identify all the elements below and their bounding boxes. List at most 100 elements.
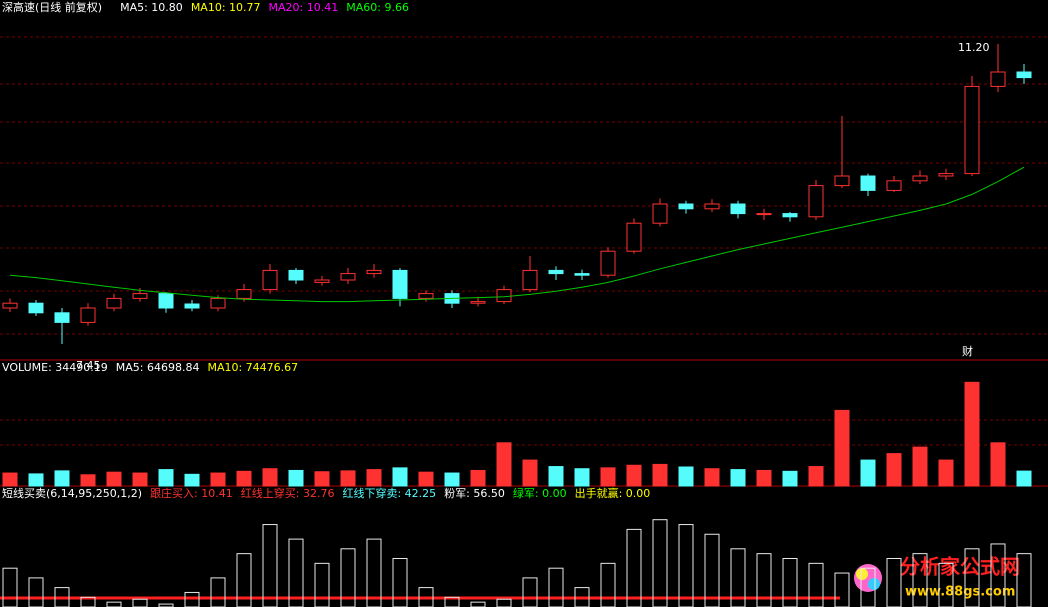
bar: [262, 524, 278, 607]
bar: [2, 567, 18, 607]
indicator-label: 红线上穿买: 32.76: [241, 486, 335, 500]
bar: [340, 470, 356, 487]
candle-body: [600, 250, 616, 276]
indicator-label: 绿军: 0.00: [513, 486, 567, 500]
candle-body: [2, 302, 18, 309]
bar: [132, 472, 148, 487]
candle-body: [80, 307, 96, 323]
candle-body: [704, 203, 720, 210]
bar: [808, 466, 824, 487]
watermark: 分析家公式网 www.88gs.com: [854, 555, 1020, 600]
bar: [1016, 553, 1032, 607]
bar: [314, 562, 330, 607]
candle-body: [262, 269, 278, 291]
bar: [834, 409, 850, 487]
bar: [834, 572, 850, 607]
bar: [626, 528, 642, 607]
bar: [2, 472, 18, 487]
indicator-label: 红线下穿卖: 42.25: [342, 486, 436, 500]
bar: [678, 466, 694, 487]
bar: [496, 442, 512, 487]
bar: [678, 524, 694, 607]
bar: [626, 464, 642, 487]
bar: [54, 470, 70, 487]
candle-body: [470, 301, 486, 304]
indicator-label: MA20: 10.41: [269, 1, 339, 14]
candle-body: [288, 269, 304, 281]
watermark-name: 分析家公式网: [900, 555, 1020, 579]
bar: [600, 562, 616, 607]
bar: [652, 519, 668, 607]
chart-title: 深高速(日线 前复权): [2, 0, 102, 14]
candle-body: [496, 289, 512, 303]
bar: [522, 459, 538, 487]
bar: [210, 577, 226, 607]
candle-body: [782, 213, 798, 218]
ma60-line: [9, 166, 1025, 303]
bar: [236, 553, 252, 607]
candle-body: [392, 269, 408, 299]
bar: [782, 470, 798, 487]
bar: [756, 553, 772, 607]
candle-body: [184, 303, 200, 309]
candle-body: [340, 273, 356, 281]
indicator-label: MA10: 74476.67: [207, 361, 298, 374]
candle-body: [886, 180, 902, 191]
bar: [132, 598, 148, 607]
bar: [184, 473, 200, 487]
bar: [990, 543, 1006, 607]
candle-body: [990, 71, 1006, 87]
bar: [704, 533, 720, 607]
bar: [392, 558, 408, 607]
candle-body: [210, 297, 226, 309]
bar: [730, 469, 746, 487]
bar: [782, 558, 798, 607]
indicator-label: MA5: 10.80: [120, 1, 183, 14]
bar: [574, 468, 590, 487]
bar: [808, 562, 824, 607]
indicator-label: MA5: 64698.84: [116, 361, 200, 374]
bar: [262, 468, 278, 487]
bar: [470, 601, 486, 607]
candle-body: [730, 203, 746, 215]
bar: [28, 473, 44, 487]
bar: [652, 463, 668, 487]
candle-body: [1016, 71, 1032, 79]
candle-body: [106, 297, 122, 309]
bar: [210, 472, 226, 487]
bar: [964, 381, 980, 487]
indicator-label: 出手就赢: 0.00: [575, 486, 651, 500]
bar: [236, 470, 252, 487]
candle-body: [418, 293, 434, 299]
candle-body: [652, 203, 668, 224]
candle-body: [756, 213, 772, 216]
bar: [184, 591, 200, 607]
bar: [522, 577, 538, 607]
candle-body: [964, 85, 980, 175]
candle-body: [236, 289, 252, 299]
bar: [548, 466, 564, 487]
candle-body: [678, 203, 694, 210]
bar: [912, 553, 928, 607]
bar: [314, 471, 330, 487]
bar: [756, 469, 772, 487]
bar: [548, 567, 564, 607]
candle-body: [574, 273, 590, 276]
bar: [366, 469, 382, 487]
indicator-label: MA60: 9.66: [346, 1, 409, 14]
candle-body: [938, 173, 954, 177]
high-label: 11.20: [958, 41, 990, 54]
bar: [1016, 470, 1032, 487]
bar: [158, 469, 174, 487]
bar: [860, 459, 876, 487]
bar: [886, 558, 902, 607]
candle-body: [522, 269, 538, 291]
candle-body: [548, 269, 564, 275]
bar: [496, 598, 512, 607]
bar: [990, 442, 1006, 487]
candle-body: [132, 293, 148, 299]
event-marker: 财: [962, 344, 973, 358]
candle-body: [314, 279, 330, 283]
bar: [938, 459, 954, 487]
